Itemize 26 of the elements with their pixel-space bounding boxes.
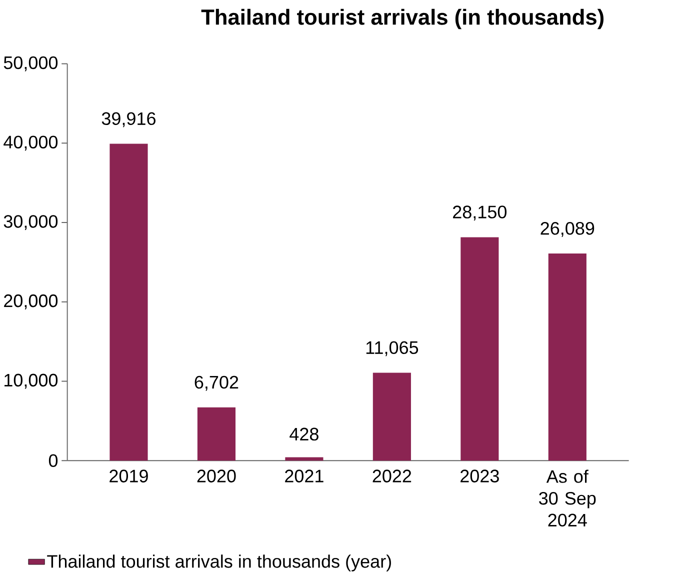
x-tick-label: 2022 xyxy=(372,469,412,482)
data-label: 11,065 xyxy=(366,341,418,356)
chart-title: Thailand tourist arrivals (in thousands) xyxy=(201,8,604,29)
data-label: 39,916 xyxy=(102,112,156,127)
data-label: 428 xyxy=(290,428,318,440)
bar xyxy=(548,253,586,460)
y-tick-label: 10,000 xyxy=(4,374,58,388)
y-tick-label: 40,000 xyxy=(4,135,58,150)
y-tick-label: 50,000 xyxy=(4,56,58,71)
bar xyxy=(372,372,411,460)
x-tick-label: 2020 xyxy=(197,469,236,482)
x-tick-label: As of 30 Sep 2024 xyxy=(539,469,596,526)
data-label: 6,702 xyxy=(194,376,238,391)
y-tick-label: 20,000 xyxy=(4,294,58,310)
data-label: 26,089 xyxy=(540,222,594,237)
bar xyxy=(285,457,324,460)
data-label: 28,150 xyxy=(453,205,507,220)
x-tick-label: 2021 xyxy=(285,469,324,482)
x-tick-label: 2019 xyxy=(110,469,148,482)
x-tick-label: 2023 xyxy=(460,469,499,482)
bar xyxy=(197,407,236,460)
y-tick-label: 0 xyxy=(48,454,58,467)
y-tick-label: 30,000 xyxy=(4,214,58,230)
legend-label: Thailand tourist arrivals in thousands (year) xyxy=(47,554,391,572)
bar xyxy=(460,236,499,460)
bar xyxy=(110,144,148,460)
